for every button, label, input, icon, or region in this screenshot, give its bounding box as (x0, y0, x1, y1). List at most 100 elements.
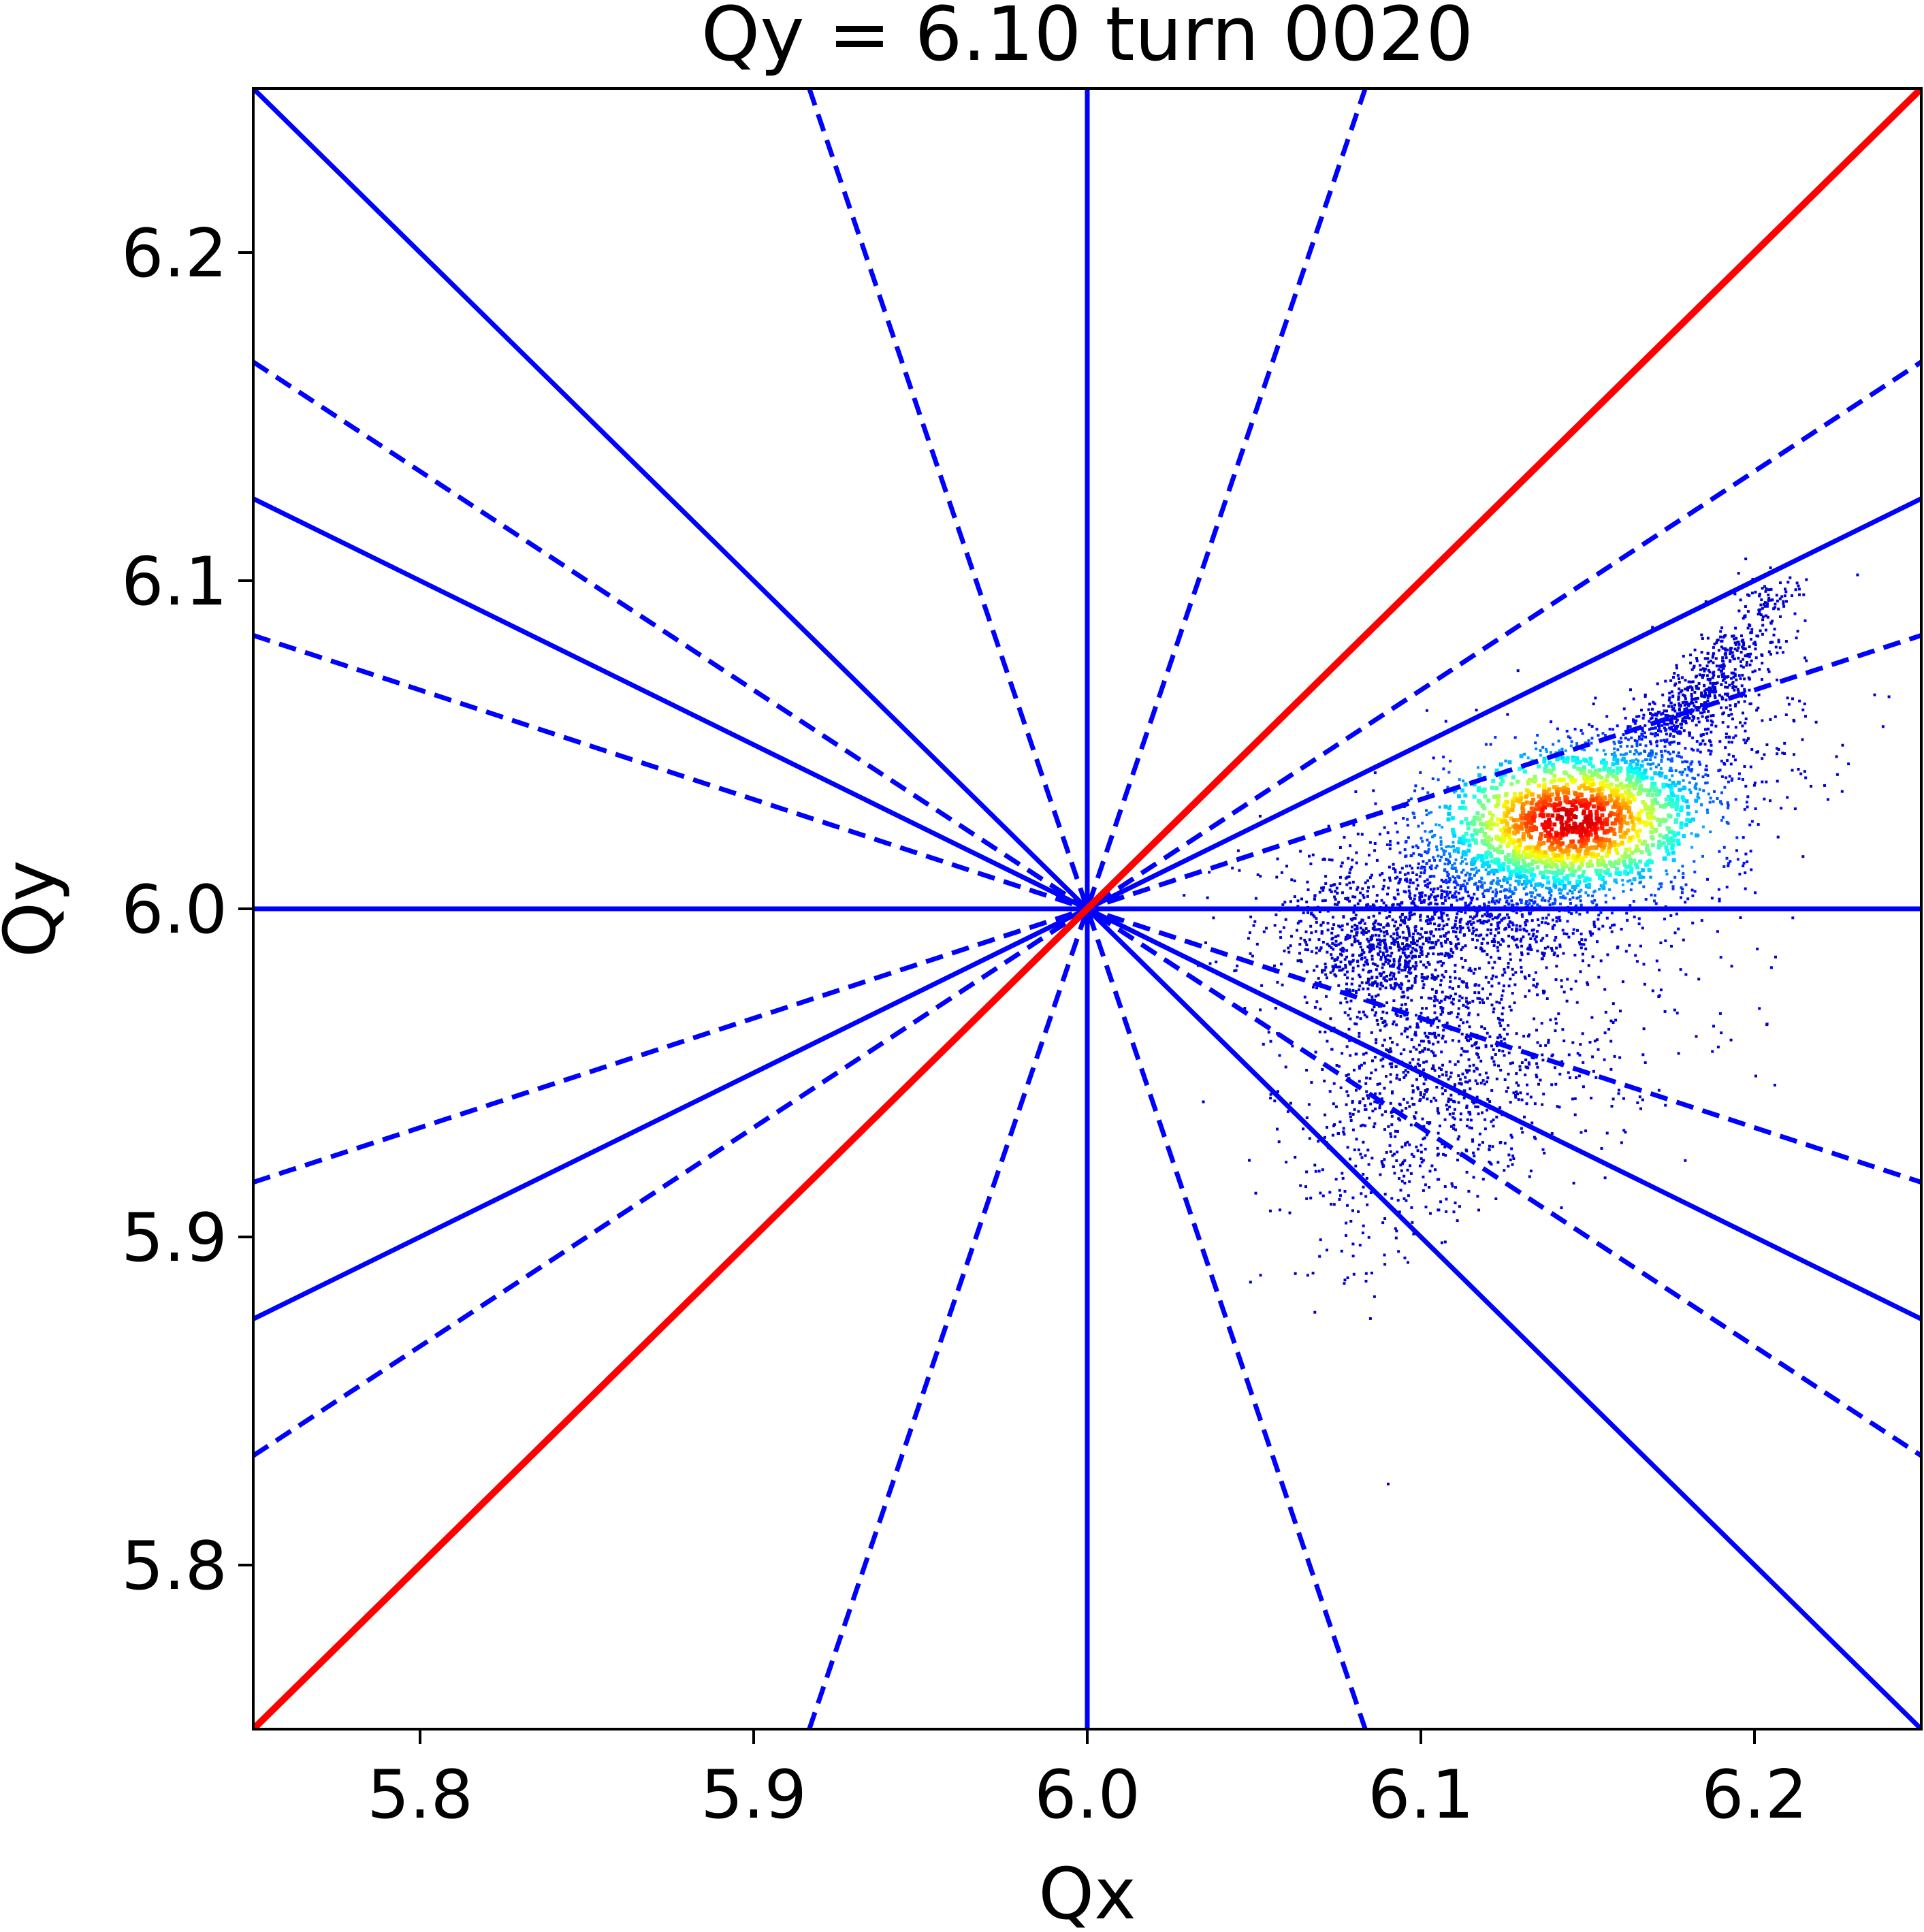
density-point (1415, 964, 1418, 967)
density-point (1432, 1042, 1435, 1046)
density-point (1518, 924, 1522, 928)
density-point (1801, 738, 1804, 741)
density-point (1616, 748, 1620, 752)
density-point (1390, 978, 1394, 981)
density-point (1522, 927, 1526, 931)
density-point (1711, 720, 1714, 724)
density-point (1603, 988, 1607, 991)
density-point (1349, 1115, 1352, 1118)
density-point (1518, 875, 1522, 880)
density-point (1558, 1072, 1562, 1076)
density-point (1475, 910, 1479, 914)
density-point (1440, 895, 1443, 898)
density-point (1632, 697, 1635, 701)
density-point (1352, 1272, 1356, 1276)
density-point (1330, 858, 1334, 862)
density-point (1401, 931, 1405, 934)
density-point (1416, 884, 1420, 887)
density-point (1418, 1164, 1422, 1168)
density-point (1347, 1014, 1350, 1017)
density-point (1407, 1261, 1409, 1264)
density-point (1533, 860, 1538, 865)
density-point (1386, 1049, 1390, 1052)
density-point (1366, 937, 1369, 941)
density-point (1646, 860, 1650, 865)
density-point (1458, 837, 1462, 841)
density-point (1486, 1097, 1490, 1101)
density-point (1254, 1191, 1257, 1195)
density-point (1683, 701, 1686, 704)
density-point (1339, 865, 1343, 868)
density-point (1527, 1061, 1530, 1065)
density-point (1425, 1089, 1428, 1092)
density-point (1349, 1119, 1353, 1122)
density-point (1510, 800, 1515, 805)
density-point (1363, 999, 1366, 1003)
density-point (1506, 913, 1509, 916)
density-point (1483, 905, 1486, 908)
density-point (1432, 1054, 1436, 1057)
density-point (1690, 888, 1694, 892)
density-point (1516, 1093, 1519, 1095)
density-point (1623, 803, 1628, 807)
density-point (1430, 1032, 1434, 1035)
density-point (1328, 1090, 1332, 1093)
density-point (1735, 637, 1738, 640)
density-point (1381, 966, 1384, 969)
density-point (1594, 696, 1597, 700)
density-point (1590, 782, 1594, 787)
density-point (1379, 929, 1383, 933)
density-point (1416, 1062, 1420, 1065)
density-point (1433, 913, 1437, 916)
density-point (1436, 1110, 1439, 1113)
density-point (1724, 647, 1727, 650)
density-point (1503, 1169, 1506, 1172)
density-point (1473, 838, 1478, 843)
density-point (1734, 703, 1737, 706)
density-point (1526, 892, 1528, 895)
density-point (1413, 897, 1416, 901)
density-point (1361, 1231, 1364, 1235)
density-point (1526, 1035, 1530, 1038)
density-point (1522, 874, 1526, 879)
density-point (1798, 699, 1801, 703)
density-point (1704, 600, 1707, 603)
density-point (1369, 969, 1373, 973)
density-point (1449, 1093, 1453, 1097)
density-point (1467, 1013, 1471, 1016)
density-point (1475, 866, 1477, 869)
density-point (1613, 751, 1616, 754)
density-point (1466, 1118, 1469, 1121)
density-point (1549, 1018, 1552, 1022)
density-point (1353, 1148, 1356, 1152)
density-point (1712, 714, 1715, 717)
density-point (1517, 883, 1520, 886)
density-point (1482, 1001, 1485, 1004)
density-point (1346, 933, 1349, 937)
density-point (1712, 661, 1715, 664)
density-point (1462, 1050, 1466, 1053)
density-point (1542, 759, 1547, 764)
density-point (1422, 901, 1426, 904)
density-point (1635, 744, 1639, 747)
density-point (1752, 784, 1756, 787)
density-point (1654, 765, 1658, 769)
density-point (1373, 1295, 1376, 1298)
density-point (1676, 718, 1679, 722)
density-point (1507, 902, 1511, 905)
density-point (1407, 1070, 1410, 1074)
density-point (1358, 988, 1361, 991)
density-point (1383, 934, 1386, 937)
density-point (1434, 867, 1437, 869)
density-point (1378, 946, 1381, 950)
density-point (1651, 732, 1654, 736)
density-point (1423, 865, 1426, 869)
density-point (1380, 1097, 1383, 1101)
density-point (1753, 782, 1757, 785)
density-point (1582, 1085, 1585, 1089)
density-point (1384, 986, 1388, 990)
density-point (1712, 690, 1716, 694)
density-point (1746, 805, 1749, 809)
density-point (1427, 843, 1430, 847)
density-point (1618, 871, 1622, 875)
